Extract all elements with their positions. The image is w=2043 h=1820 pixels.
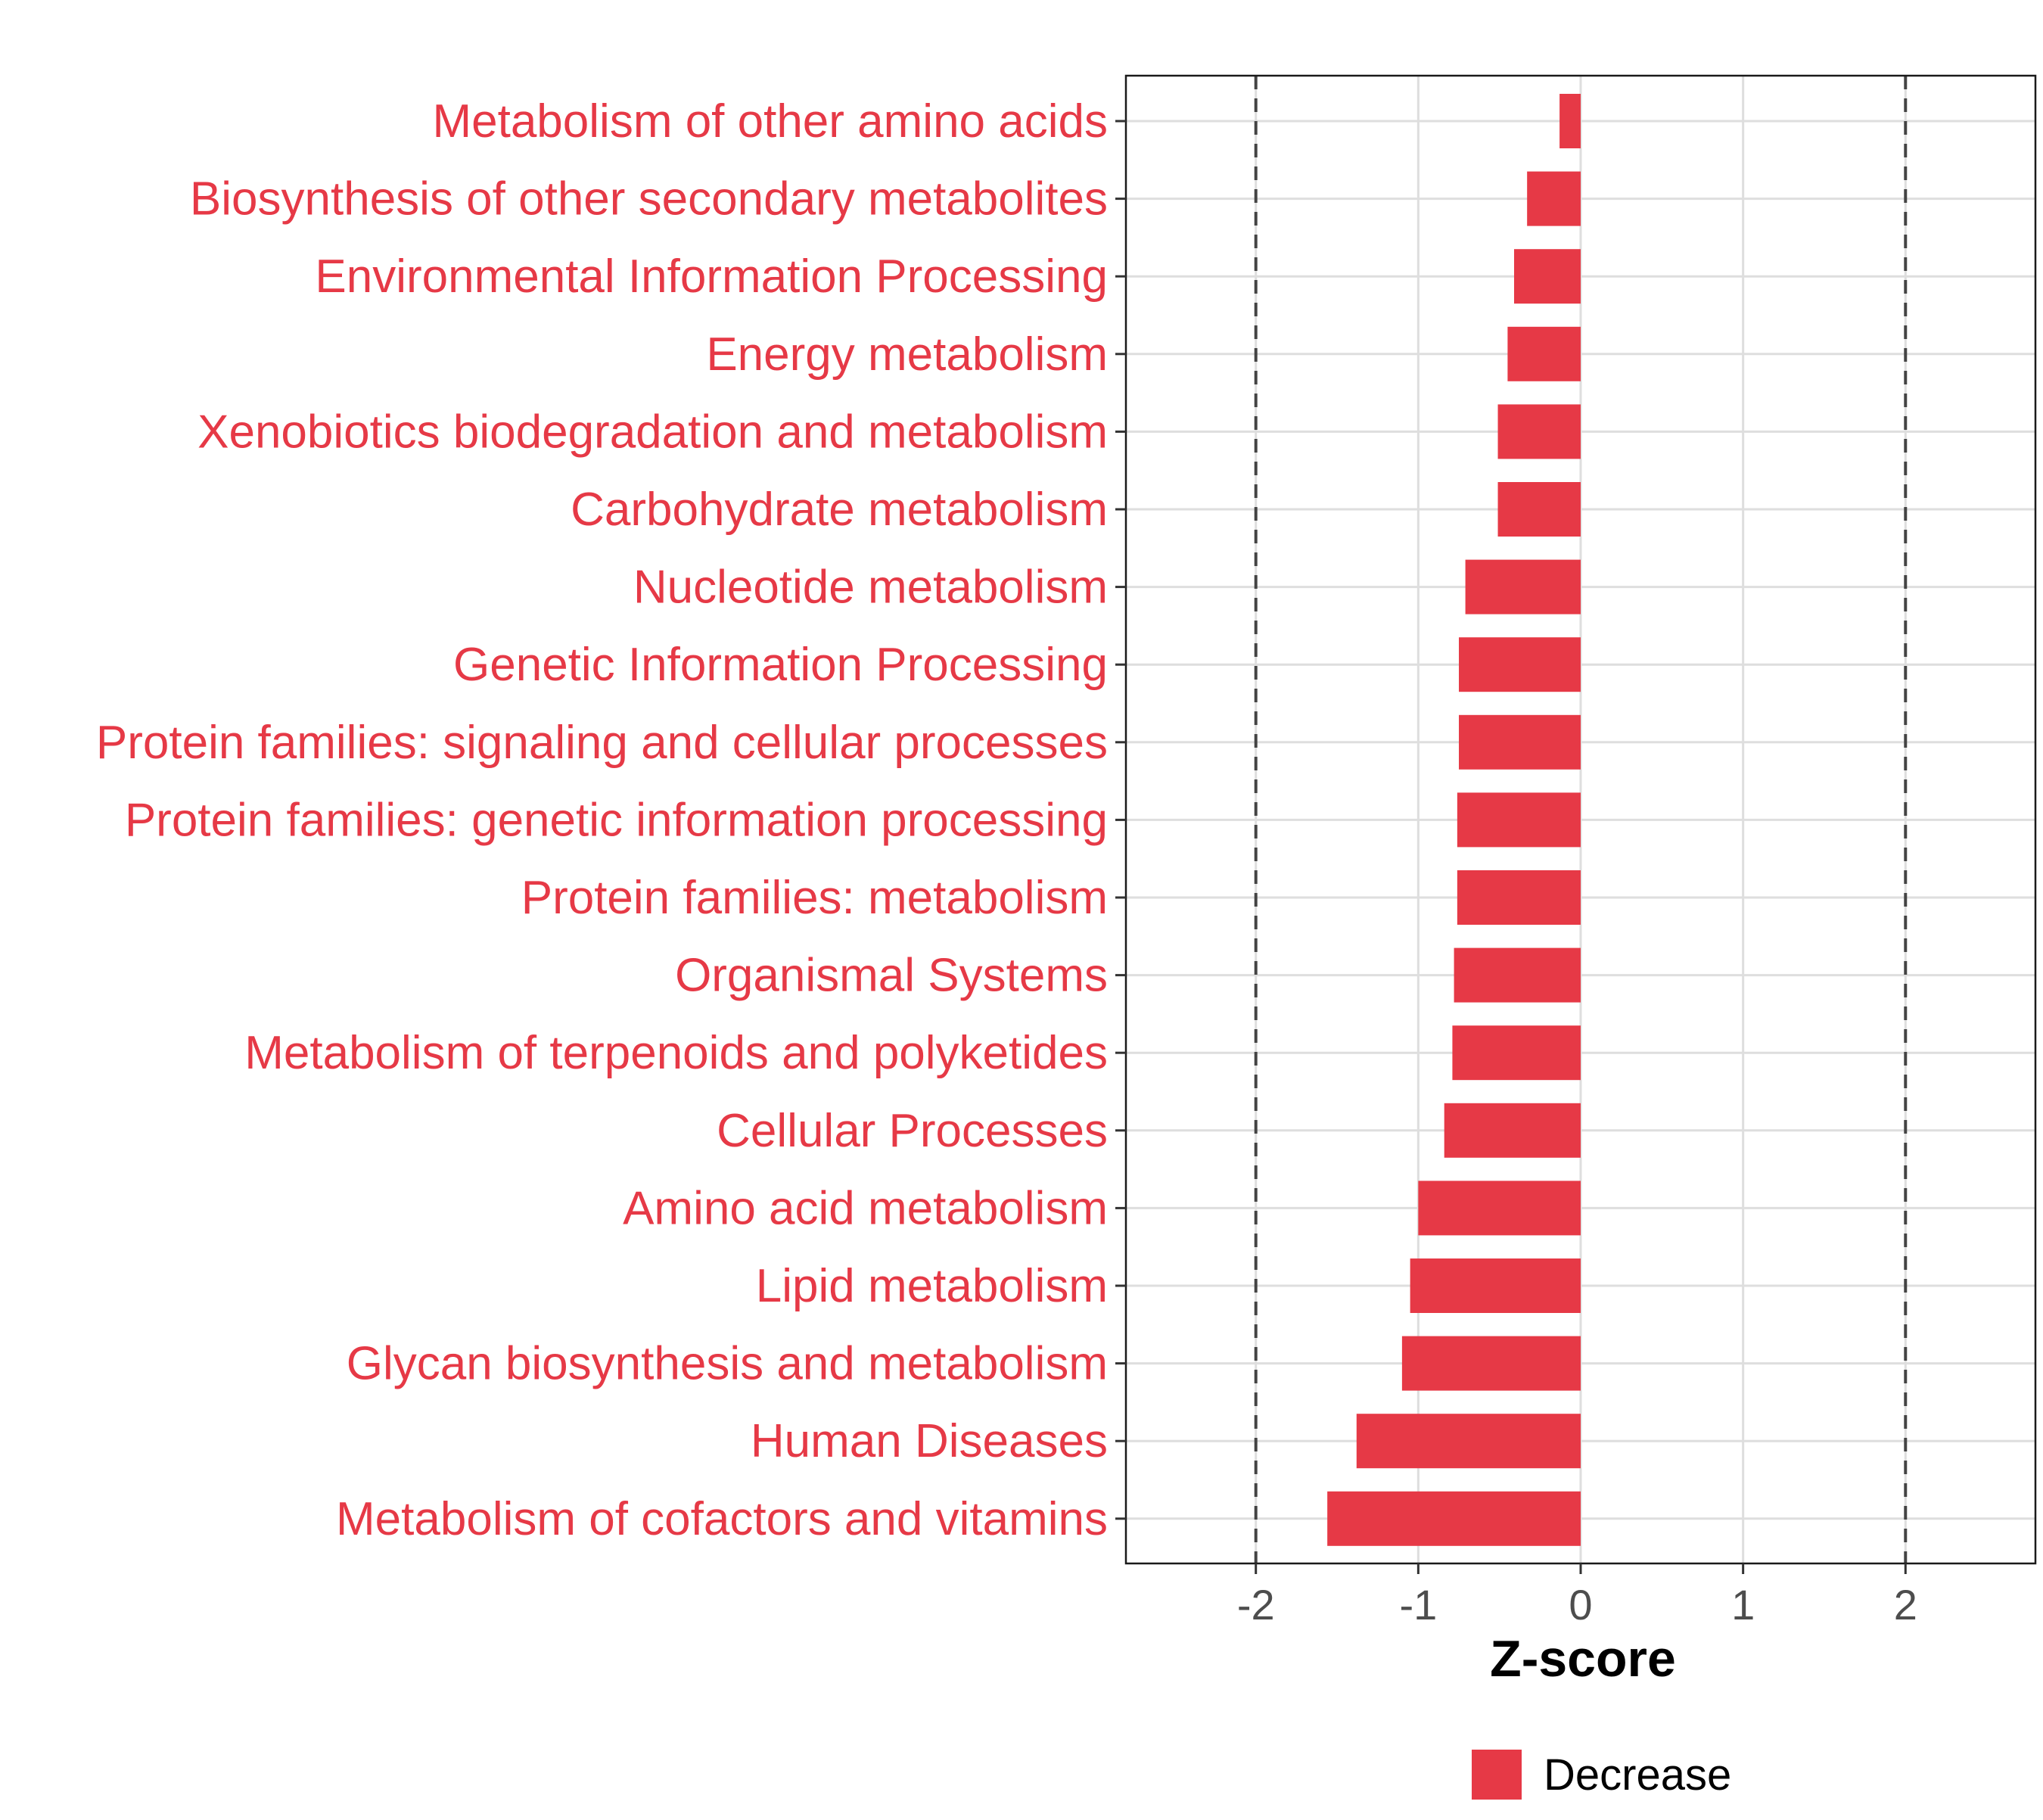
y-tick-label: Biosynthesis of other secondary metaboli…	[190, 173, 1108, 226]
bar	[1410, 1258, 1581, 1313]
bar	[1527, 171, 1581, 226]
y-tick-label: Nucleotide metabolism	[633, 562, 1108, 614]
bar	[1457, 792, 1581, 848]
bar	[1452, 1025, 1581, 1081]
y-tick-label: Protein families: genetic information pr…	[125, 794, 1108, 846]
legend: Decrease	[1472, 1750, 1731, 1800]
legend-label: Decrease	[1544, 1750, 1731, 1800]
bar	[1356, 1414, 1581, 1469]
y-tick-label: Cellular Processes	[717, 1105, 1108, 1157]
y-tick-label: Protein families: metabolism	[521, 872, 1108, 924]
bar	[1513, 249, 1581, 304]
bar	[1418, 1181, 1581, 1236]
y-axis: Metabolism of other amino acids Biosynthe…	[96, 95, 1126, 1545]
legend-swatch	[1472, 1750, 1522, 1800]
x-tick-label: 2	[1894, 1581, 1917, 1629]
bar	[1454, 947, 1581, 1003]
y-tick-label: Energy metabolism	[706, 328, 1108, 381]
y-tick-label: Human Diseases	[751, 1415, 1108, 1467]
bar	[1497, 482, 1581, 537]
x-tick-label: -1	[1399, 1581, 1437, 1629]
y-tick-label: Protein families: signaling and cellular…	[96, 717, 1108, 769]
bar	[1459, 714, 1581, 770]
y-tick-label: Metabolism of terpenoids and polyketides	[244, 1027, 1108, 1079]
y-tick-label: Carbohydrate metabolism	[571, 484, 1108, 536]
bar	[1559, 94, 1581, 148]
x-tick-label: 0	[1569, 1581, 1592, 1629]
y-tick-label: Amino acid metabolism	[623, 1182, 1108, 1234]
y-tick-label: Metabolism of other amino acids	[432, 95, 1108, 148]
x-tick-label: 1	[1731, 1581, 1755, 1629]
bar	[1507, 326, 1581, 381]
y-tick-label: Xenobiotics biodegradation and metabolis…	[197, 406, 1108, 458]
bar	[1401, 1336, 1581, 1391]
y-tick-label: Metabolism of cofactors and vitamins	[336, 1493, 1108, 1545]
y-tick-label: Genetic Information Processing	[453, 639, 1108, 691]
bar	[1459, 637, 1581, 692]
bar	[1444, 1103, 1581, 1158]
bar-layer	[1327, 94, 1581, 1546]
y-tick-label: Lipid metabolism	[756, 1260, 1108, 1312]
y-tick-label: Glycan biosynthesis and metabolism	[347, 1338, 1108, 1390]
x-axis: -2 -1 0 1 2	[1237, 1563, 1917, 1629]
bar	[1465, 559, 1581, 614]
bar	[1457, 870, 1581, 925]
bar	[1327, 1491, 1581, 1546]
y-tick-label: Organismal Systems	[675, 950, 1108, 1002]
x-axis-title: Z-score	[1490, 1630, 1676, 1688]
x-tick-label: -2	[1237, 1581, 1275, 1629]
bar	[1497, 404, 1581, 459]
y-tick-label: Environmental Information Processing	[315, 250, 1108, 303]
